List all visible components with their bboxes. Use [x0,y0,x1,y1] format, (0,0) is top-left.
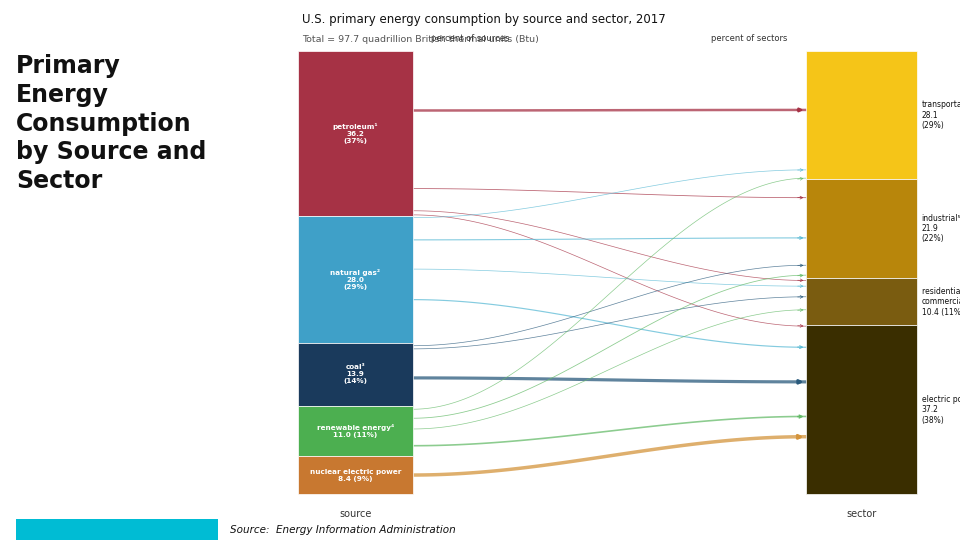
Bar [298,456,413,494]
Text: Total = 97.7 quadrillion British thermal units (Btu): Total = 97.7 quadrillion British thermal… [302,35,540,44]
Text: industrial⁵
21.9
(22%): industrial⁵ 21.9 (22%) [922,213,960,244]
Text: percent of sources: percent of sources [431,34,510,43]
Text: natural gas²
28.0
(29%): natural gas² 28.0 (29%) [330,269,380,290]
Bar [806,179,917,278]
Text: sector: sector [847,509,876,519]
Bar [806,278,917,325]
Bar [298,343,413,406]
Text: percent of sectors: percent of sectors [710,34,787,43]
Text: petroleum¹
36.2
(37%): petroleum¹ 36.2 (37%) [332,123,378,144]
Text: electric power⁷
37.2
(38%): electric power⁷ 37.2 (38%) [922,395,960,424]
Text: residential and
commercial⁶
10.4 (11%): residential and commercial⁶ 10.4 (11%) [922,287,960,316]
Text: Primary
Energy
Consumption
by Source and
Sector: Primary Energy Consumption by Source and… [16,54,206,193]
Text: transportation
28.1
(29%): transportation 28.1 (29%) [922,100,960,130]
Bar [806,51,917,179]
Text: renewable energy⁴
11.0 (11%): renewable energy⁴ 11.0 (11%) [317,424,394,438]
Bar [16,519,218,540]
Bar [298,51,413,215]
Text: coal³
13.9
(14%): coal³ 13.9 (14%) [344,364,367,384]
Bar [298,215,413,343]
Text: nuclear electric power
8.4 (9%): nuclear electric power 8.4 (9%) [309,469,401,482]
Text: U.S. primary energy consumption by source and sector, 2017: U.S. primary energy consumption by sourc… [302,14,666,26]
Text: Source:  Energy Information Administration: Source: Energy Information Administratio… [230,525,456,535]
Bar [806,325,917,494]
Bar [298,406,413,456]
Text: source: source [339,509,372,519]
